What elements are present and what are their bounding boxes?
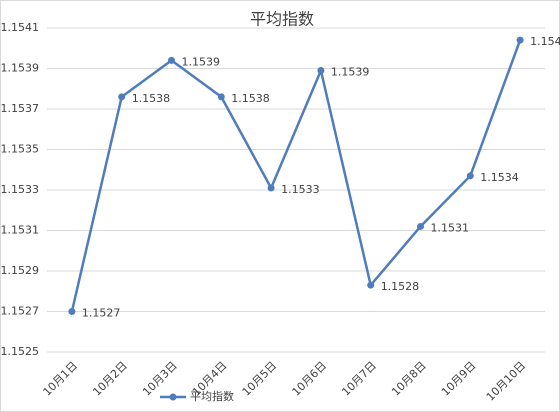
- y-tick-label: 1.1525: [1, 345, 40, 358]
- y-tick-label: 1.1537: [1, 102, 40, 115]
- data-label: 1.1539: [331, 66, 370, 79]
- data-point: [267, 184, 275, 192]
- y-tick-label: 1.1541: [1, 21, 40, 34]
- data-point: [417, 222, 424, 230]
- y-tick-label: 1.1527: [1, 305, 40, 318]
- data-point: [317, 67, 325, 75]
- data-point: [466, 172, 474, 180]
- legend-marker: [169, 393, 177, 401]
- y-tick-label: 1.1535: [1, 143, 40, 156]
- data-label: 1.1538: [231, 92, 269, 105]
- data-point: [118, 93, 126, 101]
- data-label: 1.1533: [281, 183, 320, 196]
- legend-label: 平均指数: [190, 389, 234, 403]
- y-tick-label: 1.1529: [1, 264, 40, 277]
- data-point: [367, 281, 375, 289]
- data-label: 1.1528: [381, 280, 420, 293]
- data-label: 1.1534: [480, 171, 519, 184]
- data-point: [516, 36, 524, 44]
- data-label: 1.1540: [530, 35, 560, 48]
- y-tick-label: 1.1539: [1, 62, 40, 75]
- data-point: [68, 308, 76, 315]
- y-tick-label: 1.1531: [1, 224, 40, 237]
- series-line: [70, 39, 522, 312]
- data-label: 1.1539: [182, 55, 221, 68]
- y-tick-label: 1.1533: [1, 183, 40, 196]
- chart-title: 平均指数: [250, 10, 314, 29]
- data-label: 1.1538: [132, 92, 171, 105]
- data-label: 1.1527: [82, 307, 121, 320]
- data-label: 1.1531: [431, 221, 470, 234]
- data-point: [217, 93, 225, 101]
- data-point: [168, 56, 175, 64]
